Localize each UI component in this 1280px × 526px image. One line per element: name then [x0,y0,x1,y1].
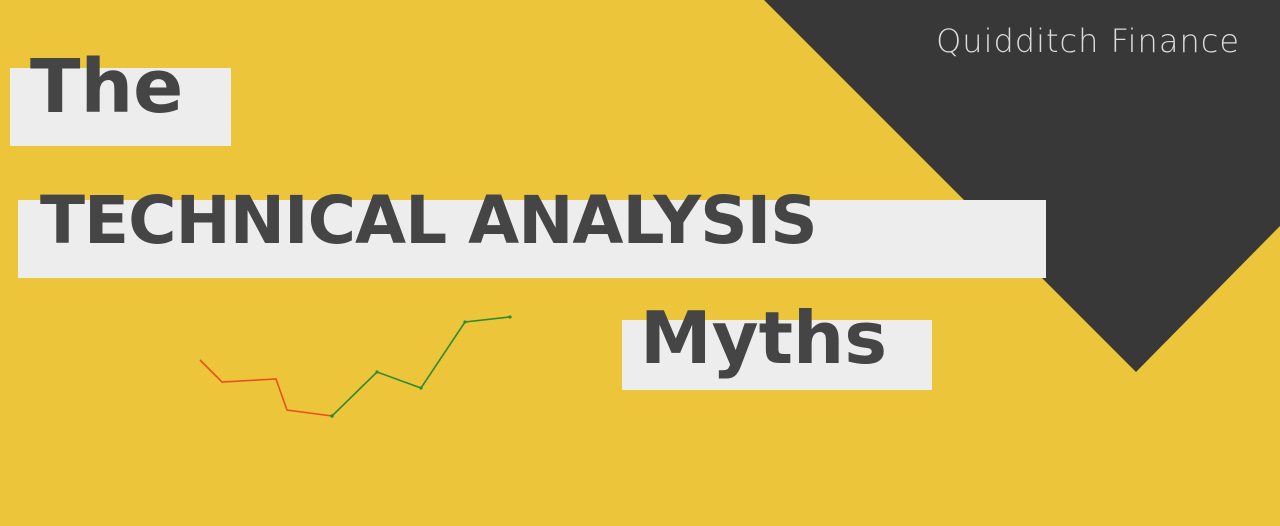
brand-name: Quidditch Finance [936,22,1240,60]
title-line-myths: Myths [640,302,887,374]
title-line-technical-analysis: TECHNICAL ANALYSIS [40,188,817,254]
title-line-the: The [30,50,183,124]
